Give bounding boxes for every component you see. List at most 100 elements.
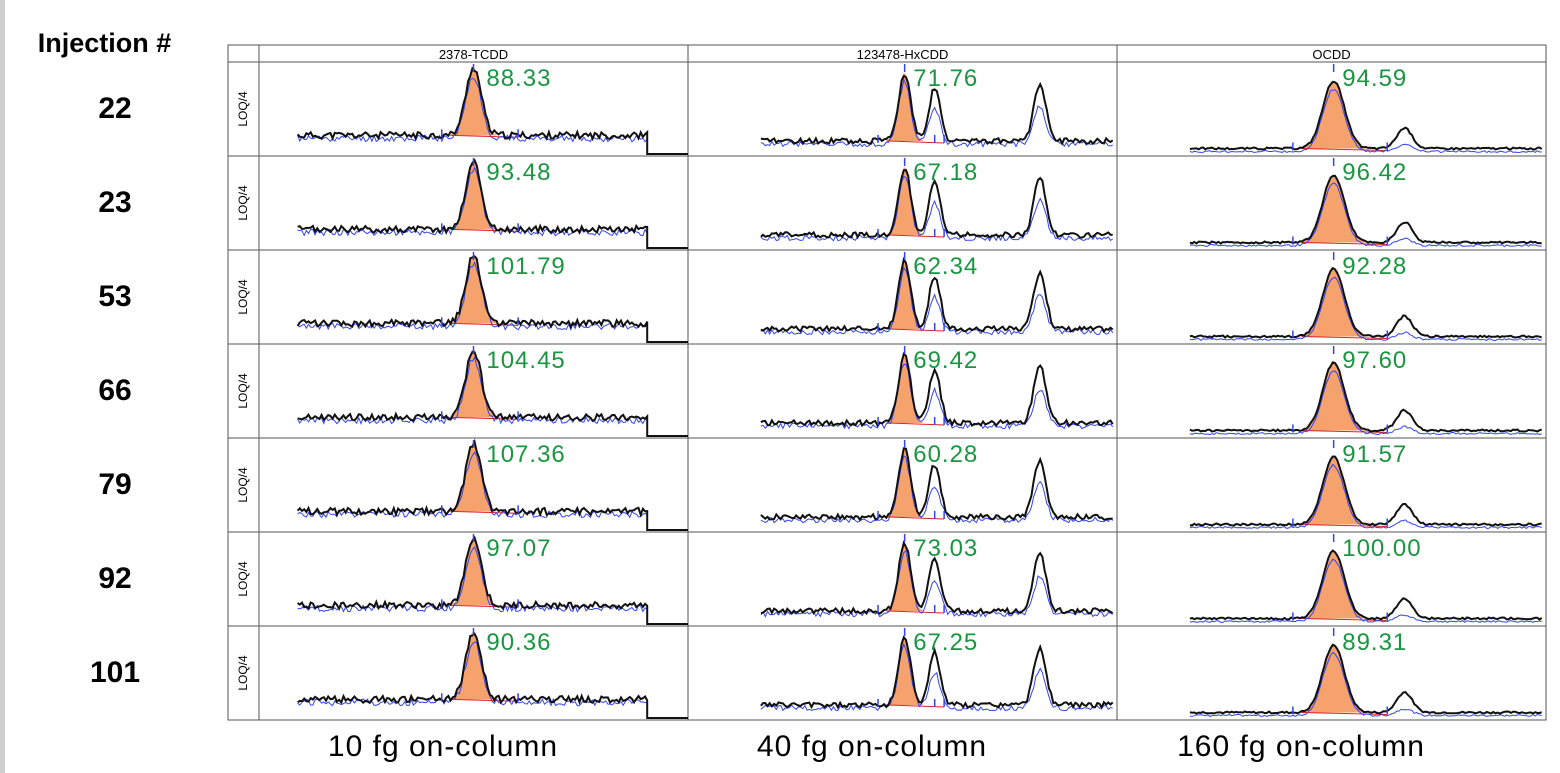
integration-baseline [1301, 711, 1388, 715]
black-trace [760, 447, 1113, 522]
recovery-value: 67.25 [913, 629, 978, 656]
black-trace [296, 66, 688, 155]
bottom-label-160fg: 160 fg on-column [1177, 730, 1425, 763]
recovery-value: 88.33 [486, 65, 551, 92]
loq-label: LOQ/4 [236, 561, 250, 597]
blue-trace [1189, 276, 1542, 342]
recovery-value: 71.76 [913, 65, 978, 92]
recovery-value: 89.31 [1342, 629, 1407, 656]
column-header: 2378-TCDD [439, 47, 508, 62]
blue-trace [1189, 558, 1542, 624]
integration-baseline [886, 610, 945, 614]
black-trace [760, 635, 1114, 710]
recovery-value: 101.79 [486, 253, 565, 280]
recovery-value: 90.36 [486, 629, 551, 656]
black-trace [297, 158, 688, 249]
injection-number: 92 [98, 562, 132, 595]
black-trace [296, 438, 688, 531]
injection-number: 22 [98, 92, 132, 125]
black-trace [1189, 643, 1543, 715]
recovery-value: 93.48 [486, 159, 551, 186]
loq-label: LOQ/4 [236, 279, 250, 315]
injection-number: 101 [89, 656, 141, 689]
integration-baseline [1301, 241, 1388, 245]
blue-trace [297, 261, 648, 331]
injection-number: 79 [98, 468, 132, 501]
blue-trace [760, 455, 1114, 524]
injection-number: 66 [98, 374, 132, 407]
black-trace [1189, 361, 1543, 433]
integration-baseline [1301, 617, 1388, 621]
black-trace [760, 74, 1114, 146]
column-header: 123478-HxCDD [857, 47, 949, 62]
black-trace [297, 535, 688, 625]
integration-baseline [886, 140, 945, 144]
loq-label: LOQ/4 [236, 373, 250, 409]
blue-trace [297, 451, 648, 519]
black-trace [297, 350, 688, 437]
black-trace [1189, 455, 1542, 527]
recovery-value: 97.60 [1342, 347, 1407, 374]
grid-border [227, 44, 1547, 721]
blue-trace [760, 175, 1113, 242]
blue-trace [760, 363, 1114, 430]
black-trace [1189, 549, 1543, 621]
left-edge-bar [0, 0, 5, 773]
blue-trace [297, 166, 648, 237]
loq-label: LOQ/4 [236, 91, 250, 127]
integration-baseline [1301, 523, 1388, 527]
column-header: OCDD [1312, 47, 1350, 62]
recovery-value: 94.59 [1342, 65, 1407, 92]
integration-baseline [450, 322, 519, 326]
blue-trace [297, 546, 648, 613]
recovery-value: 100.00 [1342, 535, 1421, 562]
blue-trace [1189, 370, 1542, 436]
black-trace [1189, 174, 1542, 245]
black-trace [760, 352, 1114, 428]
recovery-value: 97.07 [486, 535, 551, 562]
blue-trace [1189, 89, 1542, 154]
black-trace [297, 632, 688, 719]
integration-baseline [886, 516, 945, 520]
loq-label: LOQ/4 [236, 185, 250, 221]
blue-trace [760, 549, 1113, 618]
black-trace [760, 539, 1114, 616]
recovery-value: 107.36 [486, 441, 565, 468]
recovery-value: 62.34 [913, 253, 978, 280]
blue-trace [297, 77, 648, 143]
integration-baseline [886, 234, 945, 238]
recovery-value: 67.18 [913, 159, 978, 186]
integration-baseline [1301, 147, 1388, 151]
injection-header: Injection # [37, 28, 172, 58]
integration-baseline [886, 704, 945, 708]
black-trace [1189, 80, 1543, 151]
integration-baseline [450, 604, 519, 608]
recovery-value: 92.28 [1342, 253, 1407, 280]
bottom-label-40fg: 40 fg on-column [756, 730, 988, 763]
loq-label: LOQ/4 [236, 655, 250, 691]
injection-number: 53 [98, 280, 132, 313]
blue-trace [297, 641, 648, 707]
recovery-value: 96.42 [1342, 159, 1407, 186]
blue-trace [1189, 651, 1542, 718]
recovery-value: 91.57 [1342, 441, 1407, 468]
integration-baseline [886, 422, 945, 426]
blue-trace [1189, 463, 1542, 530]
blue-trace [297, 356, 648, 425]
recovery-value: 73.03 [913, 535, 978, 562]
loq-label: LOQ/4 [236, 467, 250, 503]
black-trace [760, 169, 1113, 240]
black-trace [296, 255, 688, 343]
recovery-value: 69.42 [913, 347, 978, 374]
integration-baseline [1301, 335, 1388, 339]
bottom-label-10fg: 10 fg on-column [327, 730, 559, 763]
blue-trace [1189, 182, 1542, 248]
injection-number: 23 [98, 186, 132, 219]
integration-baseline [886, 328, 945, 332]
black-trace [760, 256, 1114, 334]
recovery-value: 60.28 [913, 441, 978, 468]
black-trace [1189, 266, 1543, 339]
recovery-value: 104.45 [486, 347, 565, 374]
blue-trace [760, 642, 1113, 712]
